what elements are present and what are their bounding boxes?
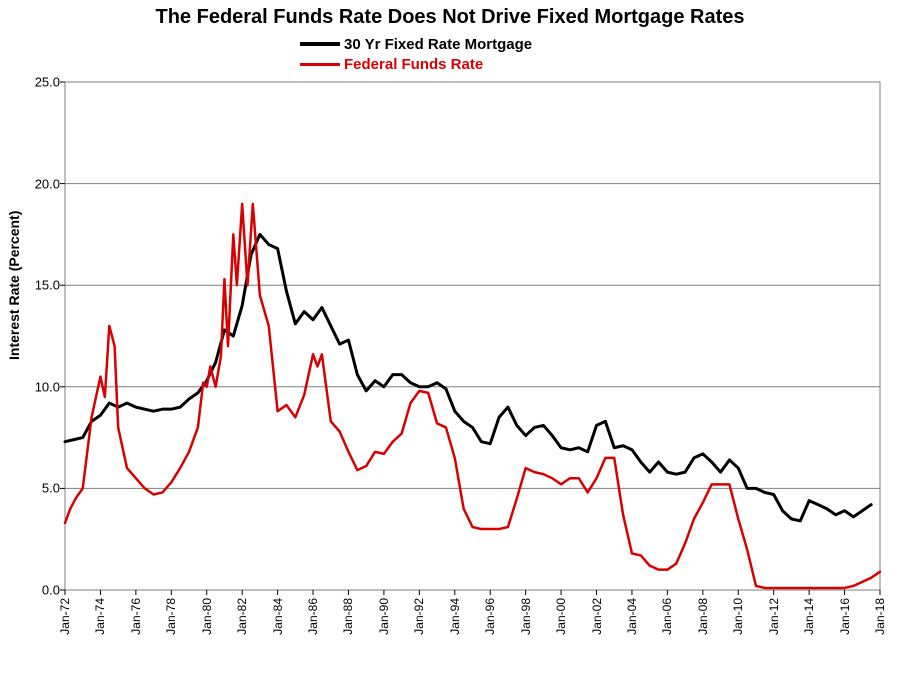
ytick-marks bbox=[60, 82, 65, 590]
ytick-label: 0.0 bbox=[10, 583, 60, 598]
xtick-label: Jan-08 bbox=[696, 598, 710, 635]
legend-swatch-fedfunds bbox=[300, 63, 340, 66]
ytick-label: 15.0 bbox=[10, 278, 60, 293]
xtick-label: Jan-92 bbox=[412, 598, 426, 635]
xtick-label: Jan-10 bbox=[731, 598, 745, 635]
xtick-label: Jan-02 bbox=[590, 598, 604, 635]
xtick-label: Jan-94 bbox=[448, 598, 462, 635]
xtick-label: Jan-16 bbox=[838, 598, 852, 635]
xtick-marks bbox=[65, 590, 880, 595]
ytick-label: 5.0 bbox=[10, 481, 60, 496]
legend: 30 Yr Fixed Rate Mortgage Federal Funds … bbox=[300, 34, 532, 74]
xtick-label: Jan-98 bbox=[519, 598, 533, 635]
xtick-label: Jan-86 bbox=[306, 598, 320, 635]
xtick-label: Jan-90 bbox=[377, 598, 391, 635]
xtick-label: Jan-84 bbox=[271, 598, 285, 635]
xtick-label: Jan-74 bbox=[93, 598, 107, 635]
xtick-label: Jan-76 bbox=[129, 598, 143, 635]
series-federal-funds-rate bbox=[65, 204, 880, 588]
chart-title: The Federal Funds Rate Does Not Drive Fi… bbox=[0, 6, 900, 29]
legend-item-mortgage: 30 Yr Fixed Rate Mortgage bbox=[300, 34, 532, 54]
legend-swatch-mortgage bbox=[300, 42, 340, 46]
plot-svg bbox=[0, 0, 900, 680]
legend-label-fedfunds: Federal Funds Rate bbox=[344, 56, 483, 73]
xtick-label: Jan-78 bbox=[164, 598, 178, 635]
ytick-label: 10.0 bbox=[10, 379, 60, 394]
gridlines bbox=[65, 82, 880, 590]
xtick-label: Jan-04 bbox=[625, 598, 639, 635]
plot-border bbox=[65, 82, 880, 590]
xtick-label: Jan-12 bbox=[767, 598, 781, 635]
ytick-label: 20.0 bbox=[10, 176, 60, 191]
xtick-label: Jan-72 bbox=[58, 598, 72, 635]
xtick-label: Jan-00 bbox=[554, 598, 568, 635]
series-30-yr-fixed-rate-mortgage bbox=[65, 234, 871, 521]
legend-item-fedfunds: Federal Funds Rate bbox=[300, 54, 532, 74]
xtick-label: Jan-80 bbox=[200, 598, 214, 635]
series-group bbox=[65, 204, 880, 588]
xtick-label: Jan-82 bbox=[235, 598, 249, 635]
xtick-label: Jan-96 bbox=[483, 598, 497, 635]
legend-label-mortgage: 30 Yr Fixed Rate Mortgage bbox=[344, 36, 532, 53]
xtick-label: Jan-18 bbox=[873, 598, 887, 635]
ytick-label: 25.0 bbox=[10, 75, 60, 90]
xtick-label: Jan-14 bbox=[802, 598, 816, 635]
xtick-label: Jan-88 bbox=[341, 598, 355, 635]
xtick-label: Jan-06 bbox=[660, 598, 674, 635]
chart-container: The Federal Funds Rate Does Not Drive Fi… bbox=[0, 0, 900, 680]
